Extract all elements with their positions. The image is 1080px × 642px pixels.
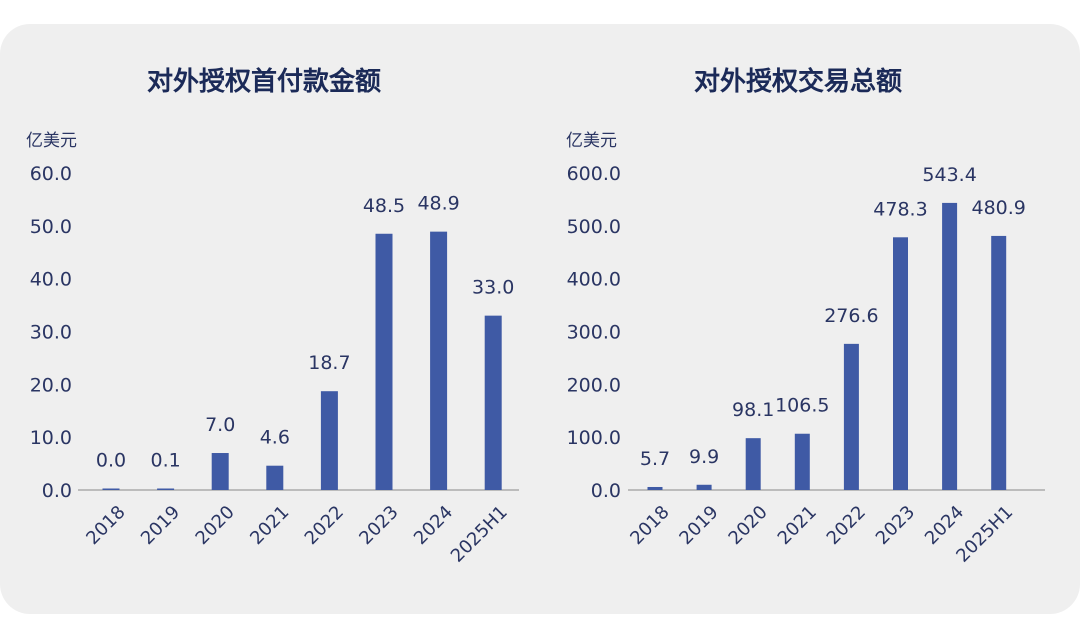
chart-right: 对外授权交易总额 亿美元 0.0 100.0 200.0 300.0 400.0 500.… [566, 66, 1045, 567]
chart-right-data-label: 98.1 [732, 399, 774, 421]
chart-left-unit: 亿美元 [26, 131, 77, 151]
chart-left-ytick: 50.0 [30, 216, 72, 238]
chart-left-ytick: 0.0 [42, 480, 72, 502]
chart-left-bar [157, 488, 175, 490]
chart-right-ytick: 500.0 [567, 216, 621, 238]
chart-right-ytick: 300.0 [567, 322, 621, 344]
chart-left-ytick: 10.0 [30, 427, 72, 449]
chart-right-data-label: 106.5 [775, 395, 829, 417]
chart-left-bar [211, 453, 229, 490]
chart-left-title: 对外授权首付款金额 [147, 66, 381, 97]
chart-right-ytick: 600.0 [567, 163, 621, 185]
chart-right-ytick: 0.0 [591, 480, 621, 502]
chart-left-bar [375, 233, 393, 490]
chart-right-bar [745, 438, 761, 490]
chart-left-category-label: 2018 [82, 502, 129, 549]
chart-left-data-label: 18.7 [308, 352, 350, 374]
chart-left-data-label: 0.1 [150, 450, 180, 472]
chart-right-unit: 亿美元 [566, 131, 617, 151]
chart-right-data-label: 543.4 [922, 164, 976, 186]
chart-right-category-label: 2020 [725, 502, 772, 549]
chart-left-category-label: 2025H1 [447, 502, 512, 567]
chart-left-data-label: 7.0 [205, 414, 235, 436]
chart-left-category-label: 2024 [410, 502, 457, 549]
chart-right-data-label: 478.3 [873, 198, 927, 220]
chart-right-bar [942, 202, 958, 490]
chart-left-data-label: 33.0 [472, 277, 514, 299]
chart-left: 对外授权首付款金额 亿美元 0.0 10.0 20.0 30.0 40.0 50.0 60.… [26, 66, 519, 567]
chart-left-data-label: 0.0 [96, 450, 126, 472]
chart-left-bar [102, 488, 120, 490]
chart-left-category-label: 2020 [192, 502, 239, 549]
chart-right-bar [696, 484, 712, 490]
chart-left-ytick: 30.0 [30, 322, 72, 344]
chart-right-title: 对外授权交易总额 [694, 66, 902, 97]
chart-left-category-label: 2019 [137, 502, 184, 549]
chart-left-category-label: 2023 [355, 502, 402, 549]
chart-right-bar [794, 433, 810, 490]
chart-left-category-label: 2021 [246, 502, 293, 549]
chart-right-data-label: 9.9 [689, 446, 719, 468]
chart-right-category-label: 2023 [872, 502, 919, 549]
chart-right-data-label: 5.7 [640, 448, 670, 470]
chart-left-bar [266, 465, 284, 490]
chart-right-bar [991, 235, 1007, 490]
chart-right-bar [843, 343, 859, 490]
chart-right-ytick: 200.0 [567, 374, 621, 396]
chart-left-ytick: 60.0 [30, 163, 72, 185]
chart-left-data-label: 4.6 [260, 427, 290, 449]
chart-left-category-label: 2022 [301, 502, 348, 549]
chart-left-bar [484, 315, 502, 490]
chart-right-bar [647, 486, 663, 490]
chart-right-category-label: 2021 [774, 502, 821, 549]
chart-left-ytick: 20.0 [30, 374, 72, 396]
chart-left-ytick: 40.0 [30, 269, 72, 291]
chart-right-data-label: 276.6 [824, 305, 878, 327]
chart-right-data-label: 480.9 [971, 197, 1025, 219]
chart-left-bar [320, 391, 338, 490]
chart-right-ytick: 100.0 [567, 427, 621, 449]
chart-right-category-label: 2018 [626, 502, 673, 549]
chart-left-data-label: 48.9 [417, 193, 459, 215]
chart-right-ytick: 400.0 [567, 269, 621, 291]
chart-left-data-label: 48.5 [363, 195, 405, 217]
chart-left-bar [430, 231, 448, 490]
chart-right-category-label: 2019 [675, 502, 722, 549]
chart-right-bar [893, 237, 908, 490]
chart-right-category-label: 2022 [823, 502, 870, 549]
